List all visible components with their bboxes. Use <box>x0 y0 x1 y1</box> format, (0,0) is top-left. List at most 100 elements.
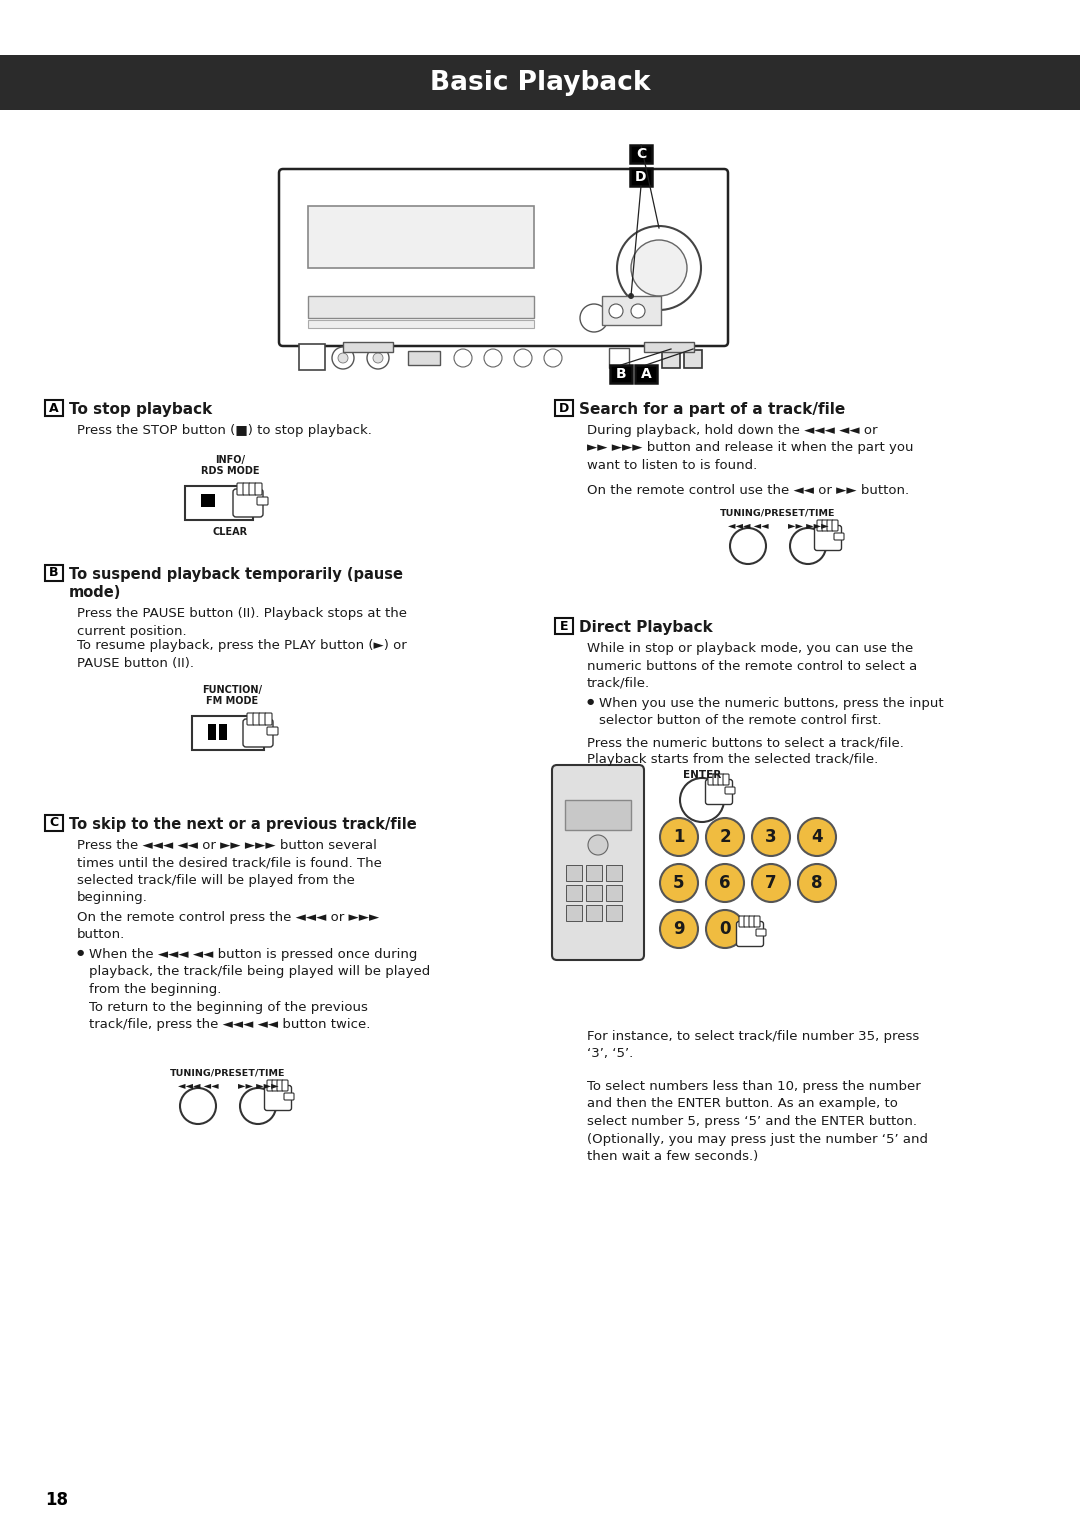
Text: When you use the numeric buttons, press the input
selector button of the remote : When you use the numeric buttons, press … <box>599 697 944 728</box>
Text: 7: 7 <box>766 874 777 893</box>
Text: ◄◄◄ ◄◄: ◄◄◄ ◄◄ <box>178 1080 218 1091</box>
FancyBboxPatch shape <box>644 342 694 353</box>
FancyBboxPatch shape <box>282 1080 288 1091</box>
Text: ●: ● <box>588 697 594 707</box>
Circle shape <box>332 346 354 369</box>
Text: INFO/: INFO/ <box>215 455 245 465</box>
FancyBboxPatch shape <box>237 484 244 494</box>
FancyBboxPatch shape <box>684 349 702 368</box>
Text: mode): mode) <box>69 584 121 600</box>
Text: To resume playback, press the PLAY button (►) or
PAUSE button (II).: To resume playback, press the PLAY butto… <box>77 639 407 670</box>
FancyBboxPatch shape <box>566 865 582 881</box>
Text: For instance, to select track/file number 35, press
‘3’, ‘5’.: For instance, to select track/file numbe… <box>588 1030 919 1061</box>
FancyBboxPatch shape <box>0 55 1080 110</box>
Text: 18: 18 <box>45 1491 68 1509</box>
FancyBboxPatch shape <box>662 349 680 368</box>
Text: E: E <box>559 620 568 632</box>
Text: ►► ►►►: ►► ►►► <box>238 1080 279 1091</box>
Circle shape <box>798 818 836 856</box>
Text: 2: 2 <box>719 829 731 845</box>
FancyBboxPatch shape <box>718 774 724 784</box>
Text: 3: 3 <box>766 829 777 845</box>
Circle shape <box>484 349 502 366</box>
Text: 5: 5 <box>673 874 685 893</box>
FancyBboxPatch shape <box>45 565 63 581</box>
Text: RDS MODE: RDS MODE <box>201 465 259 476</box>
FancyBboxPatch shape <box>308 296 534 317</box>
Text: C: C <box>636 146 646 162</box>
Circle shape <box>706 909 744 948</box>
FancyBboxPatch shape <box>586 865 602 881</box>
FancyBboxPatch shape <box>299 343 325 369</box>
Text: 4: 4 <box>811 829 823 845</box>
FancyBboxPatch shape <box>827 520 833 531</box>
FancyBboxPatch shape <box>267 726 278 736</box>
Circle shape <box>240 1088 276 1125</box>
FancyBboxPatch shape <box>565 800 631 830</box>
FancyBboxPatch shape <box>750 916 755 926</box>
FancyBboxPatch shape <box>723 774 729 784</box>
Text: While in stop or playback mode, you can use the
numeric buttons of the remote co: While in stop or playback mode, you can … <box>588 642 917 690</box>
FancyBboxPatch shape <box>233 488 264 517</box>
FancyBboxPatch shape <box>276 1080 283 1091</box>
Circle shape <box>631 304 645 317</box>
Text: TUNING/PRESET/TIME: TUNING/PRESET/TIME <box>171 1068 286 1077</box>
FancyBboxPatch shape <box>610 365 632 383</box>
Text: To suspend playback temporarily (pause: To suspend playback temporarily (pause <box>69 568 403 581</box>
Text: D: D <box>558 401 569 415</box>
Text: Direct Playback: Direct Playback <box>579 620 713 635</box>
FancyBboxPatch shape <box>45 400 63 417</box>
Circle shape <box>706 864 744 902</box>
FancyBboxPatch shape <box>192 716 264 749</box>
Circle shape <box>706 818 744 856</box>
FancyBboxPatch shape <box>834 533 843 540</box>
Circle shape <box>660 864 698 902</box>
Text: 1: 1 <box>673 829 685 845</box>
FancyBboxPatch shape <box>705 780 732 804</box>
FancyBboxPatch shape <box>713 774 719 784</box>
FancyBboxPatch shape <box>708 774 714 784</box>
FancyBboxPatch shape <box>255 484 262 494</box>
FancyBboxPatch shape <box>739 916 745 926</box>
Circle shape <box>752 864 789 902</box>
Circle shape <box>660 909 698 948</box>
FancyBboxPatch shape <box>630 168 652 186</box>
Circle shape <box>631 240 687 296</box>
Text: 8: 8 <box>811 874 823 893</box>
FancyBboxPatch shape <box>606 885 622 900</box>
Circle shape <box>367 346 389 369</box>
FancyBboxPatch shape <box>265 713 272 725</box>
Circle shape <box>454 349 472 366</box>
Circle shape <box>580 304 608 333</box>
Text: 9: 9 <box>673 920 685 938</box>
FancyBboxPatch shape <box>308 320 534 328</box>
Text: On the remote control use the ◄◄ or ►► button.: On the remote control use the ◄◄ or ►► b… <box>588 484 909 497</box>
Text: 6: 6 <box>719 874 731 893</box>
FancyBboxPatch shape <box>201 494 215 507</box>
Text: Press the PAUSE button (II). Playback stops at the
current position.: Press the PAUSE button (II). Playback st… <box>77 607 407 638</box>
FancyBboxPatch shape <box>737 922 764 946</box>
Circle shape <box>544 349 562 366</box>
FancyBboxPatch shape <box>609 348 629 368</box>
Text: Press the numeric buttons to select a track/file.
Playback starts from the selec: Press the numeric buttons to select a tr… <box>588 736 904 766</box>
FancyBboxPatch shape <box>267 1080 273 1091</box>
Text: During playback, hold down the ◄◄◄ ◄◄ or
►► ►►► button and release it when the p: During playback, hold down the ◄◄◄ ◄◄ or… <box>588 424 914 472</box>
FancyBboxPatch shape <box>630 145 652 163</box>
Text: Press the STOP button (■) to stop playback.: Press the STOP button (■) to stop playba… <box>77 424 372 436</box>
FancyBboxPatch shape <box>259 713 266 725</box>
FancyBboxPatch shape <box>257 497 268 505</box>
FancyBboxPatch shape <box>552 765 644 960</box>
Circle shape <box>660 818 698 856</box>
Text: When the ◄◄◄ ◄◄ button is pressed once during
playback, the track/file being pla: When the ◄◄◄ ◄◄ button is pressed once d… <box>89 948 430 1032</box>
FancyBboxPatch shape <box>249 484 256 494</box>
Circle shape <box>730 528 766 565</box>
FancyBboxPatch shape <box>756 929 766 935</box>
FancyBboxPatch shape <box>253 713 260 725</box>
FancyBboxPatch shape <box>586 905 602 922</box>
FancyBboxPatch shape <box>408 351 440 365</box>
FancyBboxPatch shape <box>586 885 602 900</box>
FancyBboxPatch shape <box>272 1080 278 1091</box>
FancyBboxPatch shape <box>45 815 63 832</box>
Circle shape <box>609 304 623 317</box>
Text: B: B <box>50 566 58 580</box>
